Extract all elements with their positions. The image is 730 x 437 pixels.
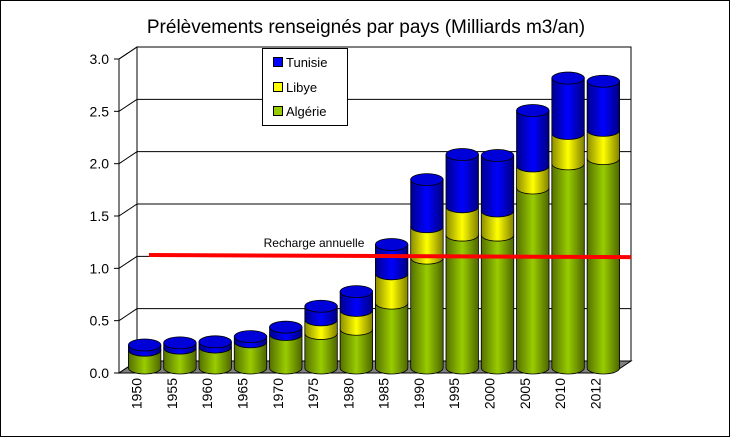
bar-segment-libye	[586, 130, 620, 166]
bar-segment-algérie	[586, 158, 620, 375]
bar-segment-algérie	[233, 341, 268, 375]
bar-segment-algérie	[480, 234, 515, 375]
gridline	[118, 98, 631, 112]
bar-segment-tunisie	[445, 154, 479, 214]
bar-top	[163, 336, 197, 350]
legend-label-tunisie: Tunisie	[286, 54, 328, 70]
bar-segment-algérie	[339, 328, 373, 375]
bar-segment-tunisie	[375, 244, 409, 281]
bar-top	[480, 149, 515, 162]
bar-segment-tunisie	[480, 155, 515, 218]
x-tick-label: 2000	[482, 378, 498, 409]
legend-swatch-libye	[273, 82, 283, 92]
bar-segment-tunisie	[516, 110, 550, 173]
legend-label-libye: Libye	[286, 79, 318, 95]
recharge-label: Recharge annuelle	[264, 236, 365, 250]
bar-segment-tunisie	[410, 179, 444, 234]
bar-segment-libye	[551, 133, 585, 171]
chart-legend: Tunisie Libye Algérie	[262, 48, 348, 126]
bar-top	[410, 173, 444, 187]
y-tick-label: 0.0	[90, 365, 110, 381]
bar-top	[445, 148, 479, 161]
bar-segment-algérie	[128, 349, 162, 375]
y-tick-label: 3.0	[90, 51, 110, 67]
bar-segment-tunisie	[586, 80, 620, 137]
x-tick-label: 1990	[411, 378, 427, 409]
x-tick-label: 2012	[587, 378, 603, 409]
x-tick-label: 1965	[235, 378, 251, 409]
bar-segment-algérie	[445, 234, 479, 375]
recharge-line	[148, 253, 632, 260]
bar-segment-tunisie	[551, 77, 585, 140]
legend-swatch-tunisie	[273, 57, 283, 67]
x-tick-label: 2010	[552, 378, 568, 409]
legend-item-libye: Libye	[273, 79, 317, 95]
y-tick-label: 2.5	[90, 103, 110, 119]
y-tick-label: 1.0	[90, 260, 110, 276]
x-tick-label: 1955	[164, 378, 180, 409]
bar-top	[586, 74, 620, 88]
gridline	[118, 46, 631, 60]
y-tick-label: 0.5	[90, 313, 110, 329]
bar-top	[516, 104, 550, 117]
bar-segment-libye	[339, 310, 373, 336]
x-tick-label: 1950	[129, 378, 145, 409]
bar-segment-algérie	[410, 257, 444, 375]
x-tick-label: 1980	[340, 378, 356, 409]
x-tick-label: 1995	[446, 378, 462, 409]
bar-segment-algérie	[163, 347, 197, 375]
legend-swatch-algerie	[273, 106, 283, 116]
bar-segment-algérie	[269, 334, 303, 375]
bar-segment-algérie	[198, 346, 232, 375]
bar-top	[269, 320, 303, 334]
bar-top	[128, 338, 162, 352]
x-tick-label: 1960	[199, 378, 215, 409]
bar-segment-libye	[445, 206, 479, 242]
bar-segment-libye	[516, 165, 550, 195]
x-tick-label: 1975	[305, 378, 321, 409]
bar-top	[198, 335, 232, 349]
y-tick-label: 2.0	[90, 156, 110, 172]
x-tick-label: 1985	[376, 378, 392, 409]
bar-segment-algérie	[551, 163, 585, 375]
legend-item-tunisie: Tunisie	[273, 54, 327, 70]
legend-label-algerie: Algérie	[286, 103, 327, 119]
bar-top	[551, 71, 585, 85]
bar-segment-algérie	[304, 333, 338, 375]
bar-top	[233, 330, 268, 344]
bar-segment-tunisie	[339, 291, 373, 317]
bar-segment-algérie	[375, 302, 409, 375]
chart-title: Prélèvements renseignés par pays (Millia…	[146, 17, 586, 38]
legend-item-algerie: Algérie	[273, 103, 326, 119]
bar-segment-libye	[480, 210, 515, 242]
bar-top	[339, 285, 373, 298]
x-tick-label: 2005	[517, 378, 533, 409]
bar-top	[304, 299, 338, 313]
x-tick-label: 1970	[270, 378, 286, 409]
bar-segment-libye	[375, 273, 409, 310]
y-tick-label: 1.5	[90, 208, 110, 224]
bar-top	[375, 238, 409, 251]
bar-segment-algérie	[516, 187, 550, 375]
